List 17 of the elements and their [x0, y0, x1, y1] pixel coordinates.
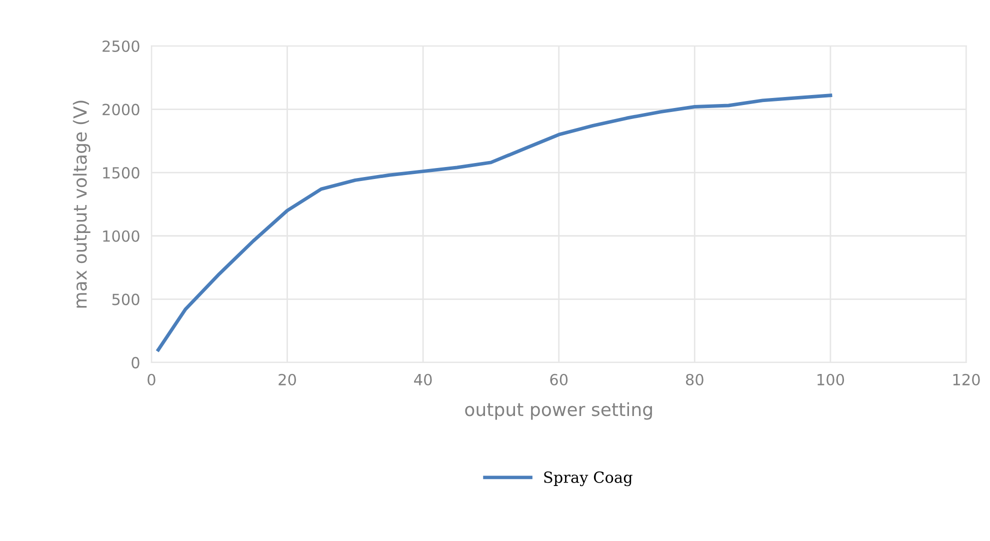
x-tick-label: 0: [148, 374, 156, 386]
line-series: [156, 94, 832, 352]
x-tick-label: 100: [818, 374, 844, 386]
x-axis-title: output power setting: [465, 402, 652, 420]
y-axis-title: max output voltage (V): [72, 100, 90, 308]
y-tick-label: 0: [132, 356, 140, 368]
y-tick-label: 2500: [102, 40, 140, 52]
legend-label: Spray Coag: [544, 471, 632, 486]
x-tick-label: 40: [414, 374, 432, 386]
x-tick-label: 60: [550, 374, 568, 386]
y-tick-label: 1000: [103, 230, 140, 242]
y-tick-label: 500: [112, 294, 140, 306]
y-tick-label: 1500: [103, 167, 140, 179]
y-tick-label: 2000: [102, 104, 140, 116]
x-tick-label: 20: [278, 374, 296, 386]
x-tick-label: 80: [686, 374, 704, 386]
x-tick-label: 120: [953, 374, 980, 386]
